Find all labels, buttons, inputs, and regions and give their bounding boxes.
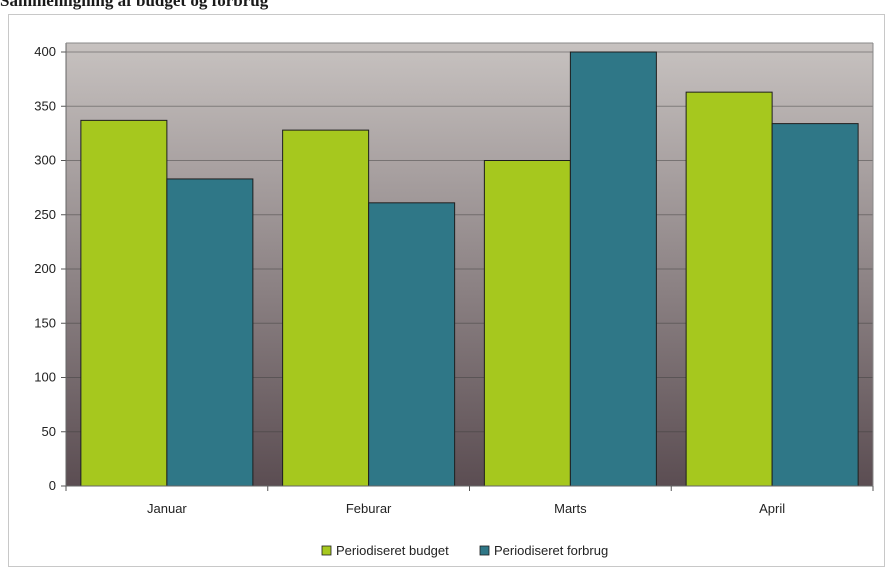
legend-swatch [479,545,490,556]
y-tick-label: 300 [34,153,56,168]
bar-budget-2 [483,160,571,487]
y-tick-labels: 0 50 100 150 200 250 300 350 400 [34,44,56,493]
legend-label: Periodiseret budget [336,543,449,558]
y-tick-label: 100 [34,370,56,385]
bar-forbrug-2 [569,51,657,487]
bar-forbrug-1 [368,202,456,487]
x-tick-label: Marts [554,501,587,516]
legend: Periodiseret budget Periodiseret forbrug [321,543,608,558]
legend-swatch [321,545,332,556]
legend-label: Periodiseret forbrug [494,543,608,558]
x-tick-labels: Januar Feburar Marts April [147,501,785,516]
axes [61,42,874,491]
y-tick-label: 200 [34,261,56,276]
y-tick-label: 150 [34,315,56,330]
x-tick-label: Januar [147,501,187,516]
y-tick-label: 50 [42,424,56,439]
y-tick-label: 0 [49,478,56,493]
bar-forbrug-0 [166,178,254,487]
bar-budget-3 [685,91,773,487]
y-tick-label: 350 [34,98,56,113]
bar-budget-1 [282,129,370,487]
y-tick-label: 250 [34,207,56,222]
bars [80,51,859,487]
x-tick-label: April [759,501,785,516]
page-heading: Sammenligning af budget og forbrug [0,0,269,10]
bar-budget-0 [80,119,168,487]
y-tick-label: 400 [34,44,56,59]
bar-forbrug-3 [771,123,859,487]
x-tick-label: Feburar [346,501,392,516]
